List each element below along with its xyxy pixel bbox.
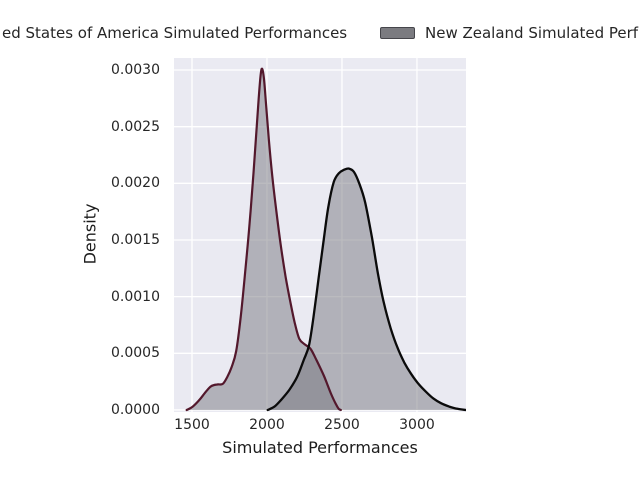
kde-fill-1 (267, 168, 466, 410)
legend-swatch-new-zealand-icon (380, 27, 415, 39)
kde-density-chart (174, 58, 466, 412)
y-tick-label: 0.0000 (111, 401, 160, 418)
plot-area (174, 58, 466, 412)
y-axis-title: Density (80, 203, 100, 265)
kde-line-1 (266, 167, 466, 412)
legend-label-united-states: ed States of America Simulated Performan… (2, 24, 348, 42)
y-tick-label: 0.0010 (111, 288, 160, 305)
x-tick-label: 1500 (174, 417, 210, 433)
y-tick-label: 0.0020 (111, 175, 160, 192)
y-tick-label: 0.0025 (111, 118, 160, 135)
x-axis-title: Simulated Performances (222, 438, 418, 457)
y-tick-label: 0.0005 (111, 345, 160, 362)
kde-fill-0 (186, 68, 341, 411)
y-tick-label: 0.0015 (111, 231, 160, 248)
y-tick-label: 0.0030 (111, 62, 160, 78)
x-tick-label: 2000 (249, 417, 285, 433)
x-tick-label: 3000 (399, 417, 435, 433)
legend-label-new-zealand: New Zealand Simulated Perf (425, 24, 639, 42)
x-tick-label: 2500 (324, 417, 360, 433)
kde-line-0 (185, 67, 342, 412)
